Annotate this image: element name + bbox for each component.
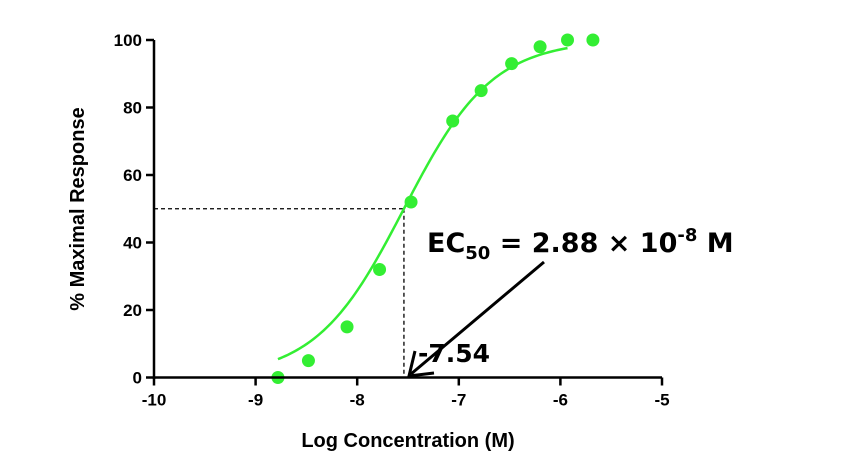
data-point: [561, 33, 575, 47]
data-point: [586, 33, 600, 47]
x-axis-title: Log Concentration (M): [301, 430, 514, 452]
ec50-exponent: -8: [677, 225, 697, 246]
x-tick-label: -9: [248, 391, 263, 410]
log-ec50-label: -7.54: [418, 339, 490, 368]
ec50-annotation: EC50 = 2.88 × 10-8 M -7.54: [407, 225, 734, 378]
data-point: [340, 320, 354, 334]
x-tick-label: -6: [553, 391, 568, 410]
y-tick-label: 0: [133, 369, 142, 388]
x-tick-label: -10: [142, 391, 167, 410]
ec50-value: = 2.88 × 10: [490, 228, 677, 259]
x-tick-label: -8: [350, 391, 365, 410]
y-tick-label: 20: [123, 301, 142, 320]
x-tick-label: -7: [451, 391, 466, 410]
y-axis-title: % Maximal Response: [67, 107, 89, 310]
data-point: [446, 114, 460, 128]
axis-ticks: -10 -9 -8 -7 -6 -5 0 20 40 60 80 100: [114, 31, 670, 410]
fit-curve: [277, 46, 568, 361]
data-point: [533, 40, 547, 54]
data-point: [474, 84, 488, 98]
y-tick-label: 100: [114, 31, 142, 50]
ec50-arrow-shaft: [410, 260, 545, 376]
axes: -10 -9 -8 -7 -6 -5 0 20 40 60 80 100: [114, 31, 670, 410]
ec50-arrowhead: [407, 350, 435, 378]
x-tick-label: -5: [654, 391, 669, 410]
ec50-subscript: 50: [465, 243, 490, 264]
ec50-prefix: EC: [427, 228, 465, 259]
data-point: [301, 354, 315, 368]
plot-layer: [154, 33, 600, 384]
data-point: [404, 195, 418, 209]
ec50-guide-lines: [154, 208, 405, 378]
data-point: [505, 57, 519, 71]
fitted-curve-layer: [277, 46, 568, 361]
ec50-unit: M: [697, 228, 733, 259]
data-point: [373, 263, 387, 276]
y-tick-label: 80: [123, 99, 142, 118]
y-tick-label: 40: [123, 234, 142, 253]
ec50-label: EC50 = 2.88 × 10-8 M: [427, 225, 734, 264]
data-points-layer: [271, 33, 600, 384]
y-tick-label: 60: [123, 166, 142, 185]
